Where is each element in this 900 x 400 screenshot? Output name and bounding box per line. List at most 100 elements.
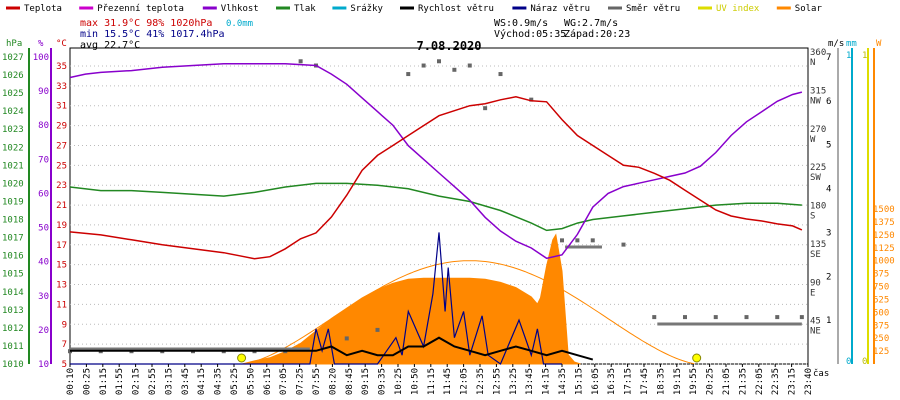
axis-ms-tick: 4 — [826, 185, 831, 195]
axis-x-tick: 11:45 — [443, 368, 453, 395]
chart-title: 7.08.2020 — [416, 39, 481, 53]
series-layer — [68, 59, 804, 365]
axis-temp-tick: 27 — [56, 141, 67, 151]
axis-x-tick: 21:05 — [722, 368, 732, 395]
legend-label: Tlak — [294, 4, 316, 14]
axis-uv-tick: 0 — [862, 357, 867, 367]
axis-x-tick: 18:35 — [656, 368, 666, 395]
axis-hpa-tick: 1024 — [2, 107, 24, 117]
axis-w-label: W — [876, 39, 882, 49]
legend-label: Směr větru — [626, 4, 680, 14]
axis-temp-tick: 11 — [56, 300, 67, 310]
axis-dir-tick: NE — [810, 327, 821, 337]
series-pressure — [69, 182, 802, 232]
axis-ms-tick: 7 — [826, 53, 831, 63]
axis-dir-tick: E — [810, 288, 815, 298]
stats-sunrise: Východ:05:35 — [494, 28, 566, 40]
axis-x-tick: 19:15 — [673, 368, 683, 395]
axis-hpa-tick: 1018 — [2, 216, 24, 226]
axis-hpa-tick: 1014 — [2, 288, 24, 298]
wind-direction-mark — [713, 315, 718, 320]
axis-dir-tick: S — [810, 212, 815, 222]
axis-x-tick: 17:45 — [640, 368, 650, 395]
wind-direction-mark — [467, 63, 472, 68]
axis-x-tick: 02:15 — [132, 368, 142, 395]
axis-hpa-tick: 1026 — [2, 71, 24, 81]
legend-label: Solar — [795, 4, 823, 14]
axis-hpa-tick: 1013 — [2, 306, 24, 316]
axis-w-tick: 625 — [873, 295, 889, 305]
wind-direction-mark — [683, 315, 687, 320]
axis-x-tick: 22:35 — [771, 368, 781, 395]
axis-temp-tick: 23 — [56, 181, 67, 191]
axis-x-tick: 11:15 — [427, 368, 437, 395]
wind-direction-mark — [621, 242, 626, 247]
legend-label: Vlhkost — [221, 4, 259, 14]
axis-pct-tick: 30 — [38, 292, 49, 302]
axis-w-tick: 1250 — [873, 231, 895, 241]
axis-x-tick: 13:45 — [525, 368, 535, 395]
axis-pct-tick: 80 — [38, 121, 49, 131]
axis-pct-tick: 90 — [38, 87, 49, 97]
axis-x-tick: 07:05 — [279, 368, 289, 395]
axis-x-tick: 14:35 — [558, 368, 568, 395]
wind-direction-mark — [406, 72, 411, 77]
wind-direction-mark — [298, 59, 303, 64]
axis-dir-tick: 270 — [810, 125, 826, 135]
axis-x-tick: 04:35 — [214, 368, 224, 395]
axis-temp-tick: 21 — [56, 201, 67, 211]
axis-x-tick: 04:15 — [197, 368, 207, 395]
axis-x-tick: 07:25 — [296, 368, 306, 395]
wind-direction-mark — [775, 315, 780, 320]
axis-hpa-tick: 1020 — [2, 179, 24, 189]
series-wind-speed — [70, 336, 594, 361]
stats-sunset: Západ:20:23 — [564, 28, 630, 40]
stats-ws: WS:0.9m/s — [494, 18, 548, 29]
axis-x-tick: 16:05 — [591, 368, 601, 395]
axis-mm-tick: 1 — [846, 51, 851, 61]
axis-x-tick: 00:25 — [82, 368, 92, 395]
axis-hpa-tick: 1015 — [2, 270, 24, 280]
legend-label: Teplota — [24, 4, 62, 14]
axis-dir-tick: 315 — [810, 86, 826, 96]
axis-temp-tick: 5 — [62, 360, 67, 370]
axis-x-tick: 14:15 — [542, 368, 552, 395]
axis-dir-tick: 360 — [810, 48, 826, 58]
axes: hPa% °C1027102610251024102310221021102010… — [2, 39, 895, 395]
axis-temp-tick: 35 — [56, 62, 67, 72]
axis-ms-tick: 2 — [826, 272, 831, 282]
axis-pct-tick: 40 — [38, 258, 49, 268]
axis-dir-tick: 135 — [810, 240, 826, 250]
axis-pct-tick: 10 — [38, 360, 49, 370]
axis-hpa-tick: 1016 — [2, 252, 24, 262]
series-humidity — [69, 63, 803, 260]
wind-direction-mark — [498, 72, 503, 77]
sunrise-marker — [237, 353, 247, 363]
axis-mm-tick: 0 — [846, 357, 851, 367]
axis-ms-tick: 5 — [826, 141, 831, 151]
wind-direction-mark — [590, 238, 595, 243]
axis-dir-tick: SW — [810, 173, 821, 183]
axis-pct-tick: 70 — [38, 155, 49, 165]
wind-direction-mark — [483, 106, 488, 111]
legend: Teplota Přezenní teplota Vlhkost Tlak Srážky… — [6, 4, 822, 14]
axis-hpa-tick: 1017 — [2, 234, 24, 244]
axis-x-tick: 12:55 — [492, 368, 502, 395]
axis-dir-tick: 225 — [810, 163, 826, 173]
axis-x-label: čas — [813, 368, 829, 379]
axis-hpa-tick: 1025 — [2, 89, 24, 99]
axis-pct-tick: 100 — [33, 53, 49, 63]
axis-temp-label: °C — [56, 39, 67, 49]
wind-direction-mark — [421, 63, 426, 68]
stats-min: min 15.5°C 41% 1017.4hPa — [80, 29, 225, 40]
axis-x-tick: 05:25 — [230, 368, 240, 395]
axis-x-tick: 21:35 — [738, 368, 748, 395]
axis-w-tick: 1000 — [873, 257, 895, 267]
axis-x-tick: 00:10 — [66, 368, 76, 395]
axis-dir-tick: W — [810, 135, 816, 145]
axis-x-tick: 05:50 — [246, 368, 256, 395]
axis-temp-tick: 15 — [56, 261, 67, 271]
axis-ms-tick: 1 — [826, 316, 831, 326]
axis-w-tick: 1125 — [873, 244, 895, 254]
